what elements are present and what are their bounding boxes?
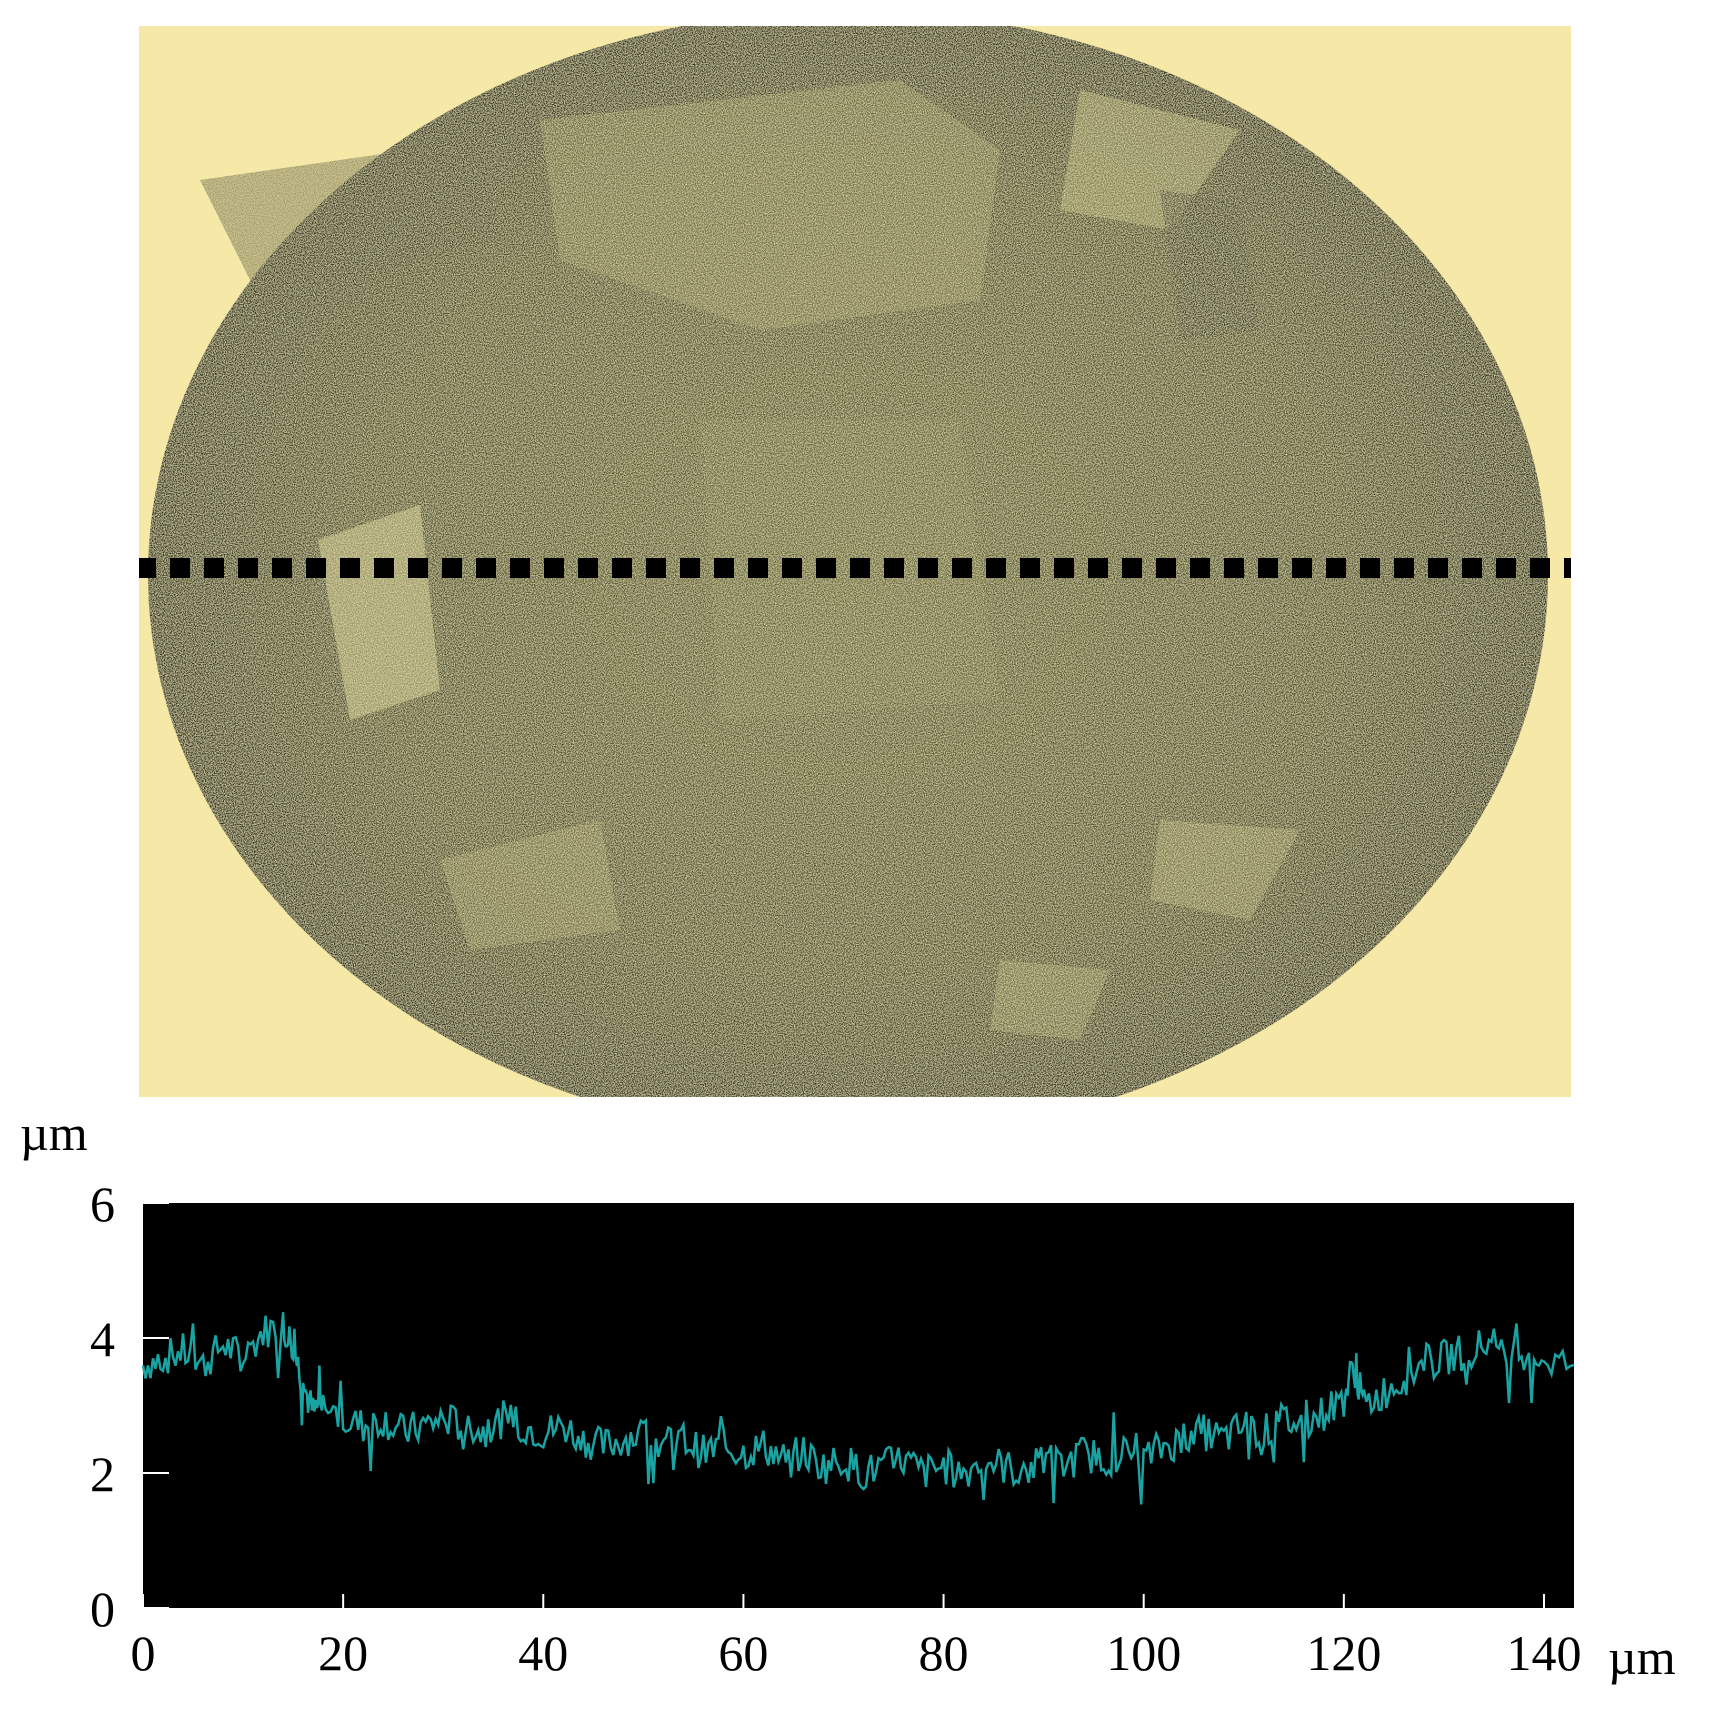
y-tick-label: 2: [90, 1446, 115, 1502]
laser-spot: [148, 26, 1548, 1097]
x-tick-label: 20: [318, 1625, 368, 1681]
bright-patch: [540, 80, 1000, 330]
y-tick-label: 0: [90, 1581, 115, 1637]
plot-area: [143, 1203, 1574, 1608]
x-tick-label: 40: [518, 1625, 568, 1681]
dark-patch: [200, 140, 500, 300]
dark-patch: [1160, 190, 1260, 340]
y-tick-label: 6: [90, 1176, 115, 1232]
x-axis: 0 20 40 60 80 100 120 140: [131, 1594, 1581, 1681]
bright-patch: [1060, 90, 1240, 230]
x-tick-label: 60: [718, 1625, 768, 1681]
bright-patch: [1150, 820, 1300, 920]
x-tick-label: 140: [1506, 1625, 1581, 1681]
y-unit-label: µm: [20, 1105, 88, 1161]
bright-patch: [440, 820, 620, 950]
bright-patch: [990, 960, 1110, 1040]
x-tick-label: 0: [131, 1625, 156, 1681]
x-tick-label: 120: [1306, 1625, 1381, 1681]
series-line-height-profile: [141, 1312, 1575, 1505]
x-unit-label: µm: [1608, 1629, 1676, 1685]
y-tick-label: 4: [90, 1311, 115, 1367]
y-axis: 0 2 4 6: [90, 1176, 169, 1637]
micrograph-field: [139, 26, 1571, 1097]
x-tick-label: 80: [919, 1625, 969, 1681]
x-tick-label: 100: [1106, 1625, 1181, 1681]
